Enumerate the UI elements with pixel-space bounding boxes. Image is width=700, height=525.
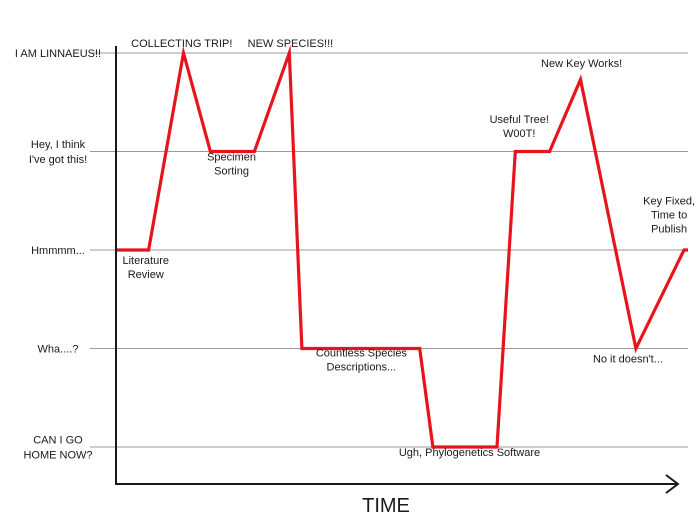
annotation-line: COLLECTING TRIP! <box>131 38 232 50</box>
annotation-line: Descriptions... <box>327 361 397 373</box>
annotation: New Key Works! <box>541 58 622 70</box>
y-tick-label: Hey, I think I've got this! <box>29 139 87 166</box>
y-tick-label: CAN I GO HOME NOW? <box>23 435 92 462</box>
annotation-line: Key Fixed, <box>643 196 695 208</box>
annotation-line: Useful Tree! <box>490 114 549 126</box>
annotation: NEW SPECIES!!! <box>248 38 334 50</box>
annotation-line: Countless Species <box>316 347 408 359</box>
y-tick-label-line: Wha....? <box>38 344 79 356</box>
grid-lines <box>90 52 688 448</box>
y-tick-label-line: I AM LINNAEUS!! <box>15 48 101 60</box>
x-axis-arrow-icon <box>665 474 680 494</box>
annotation-line: Specimen <box>207 151 256 163</box>
annotation-line: Literature <box>123 255 169 267</box>
y-tick-label-line: HOME NOW? <box>23 450 92 462</box>
y-tick-label: I AM LINNAEUS!! <box>15 48 101 60</box>
annotation-line: New Key Works! <box>541 58 622 70</box>
series <box>116 44 688 449</box>
y-tick-label-line: I've got this! <box>29 154 87 166</box>
x-axis-title: TIME <box>362 495 410 517</box>
annotation-line: No it doesn't... <box>593 353 663 365</box>
series-line <box>116 44 688 449</box>
y-tick-label: Wha....? <box>38 344 79 356</box>
annotation-line: W00T! <box>503 128 535 140</box>
annotation: Ugh, Phylogenetics Software <box>399 447 540 459</box>
annotations: Literature Review COLLECTING TRIP! Specimen… <box>123 38 696 459</box>
annotation-line: Publish <box>651 224 687 236</box>
y-tick-labels: CAN I GO HOME NOW? Wha....? Hmmmm... Hey, I … <box>15 48 101 462</box>
annotation: COLLECTING TRIP! <box>131 38 232 50</box>
y-tick-label-line: Hmmmm... <box>31 245 85 257</box>
annotation: Key Fixed, Time to Publish <box>643 196 695 236</box>
annotation-line: NEW SPECIES!!! <box>248 38 334 50</box>
annotation-line: Time to <box>651 210 687 222</box>
annotation: Useful Tree! W00T! <box>490 114 549 140</box>
annotation-line: Review <box>128 269 164 281</box>
annotation-line: Sorting <box>214 165 249 177</box>
annotation: Specimen Sorting <box>207 151 256 177</box>
annotation: Countless Species Descriptions... <box>316 347 408 373</box>
annotation: No it doesn't... <box>593 353 663 365</box>
axes <box>115 46 680 494</box>
y-tick-label-line: Hey, I think <box>31 139 86 151</box>
annotation: Literature Review <box>123 255 169 281</box>
annotation-line: Ugh, Phylogenetics Software <box>399 447 540 459</box>
y-tick-label: Hmmmm... <box>31 245 85 257</box>
y-tick-label-line: CAN I GO <box>33 435 83 447</box>
